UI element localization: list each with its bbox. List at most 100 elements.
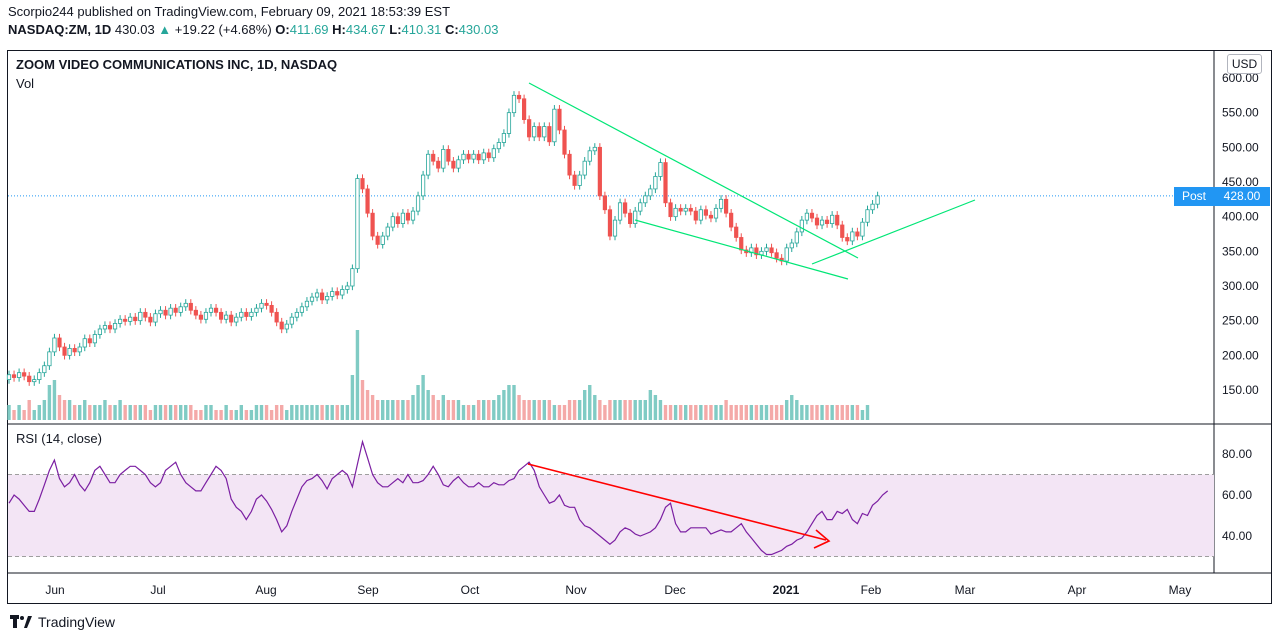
price-tick-label: 550.00 xyxy=(1222,106,1259,120)
candle-body xyxy=(804,212,810,221)
volume-bar xyxy=(219,410,223,420)
candle xyxy=(653,172,658,194)
candle-body xyxy=(698,209,703,221)
candle-body xyxy=(415,195,421,212)
candle-body xyxy=(234,316,239,323)
volume-bar xyxy=(168,405,173,420)
volume-bar xyxy=(785,400,789,420)
candle xyxy=(648,184,653,201)
time-tick-label: Mar xyxy=(955,583,976,597)
candle xyxy=(804,209,810,225)
candle xyxy=(218,308,224,324)
volume-bar xyxy=(7,405,11,420)
candle xyxy=(294,308,299,322)
candle-body xyxy=(264,302,269,306)
volume-bar xyxy=(865,405,870,420)
volume-bar xyxy=(239,405,243,420)
rsi-line xyxy=(8,439,889,556)
close-value: 430.03 xyxy=(458,22,499,37)
candle-body xyxy=(395,216,400,225)
low-label: L: xyxy=(389,22,402,37)
candle-body xyxy=(335,291,340,296)
candle-body xyxy=(249,311,254,317)
candle xyxy=(97,324,102,339)
candle xyxy=(875,191,880,209)
wedge-lower-trendline xyxy=(634,219,849,280)
candle-body xyxy=(284,323,289,330)
candle xyxy=(855,227,860,241)
candle xyxy=(112,319,118,334)
candle xyxy=(410,206,416,225)
candle xyxy=(764,243,769,256)
candle xyxy=(299,302,305,317)
price-tick-label: 600.00 xyxy=(1222,71,1259,85)
candle xyxy=(395,212,400,228)
currency-button[interactable]: USD xyxy=(1227,54,1262,74)
volume-bar xyxy=(835,405,839,420)
candle xyxy=(638,198,643,216)
candle xyxy=(683,204,688,216)
candle-body xyxy=(355,178,360,270)
candle-body xyxy=(67,347,72,356)
volume-bar xyxy=(461,405,466,420)
candle xyxy=(52,333,57,357)
candle-body xyxy=(118,318,123,324)
candle-body xyxy=(360,178,365,190)
candle-body xyxy=(390,216,395,228)
candle xyxy=(309,292,315,306)
candle xyxy=(244,308,249,321)
volume-bar xyxy=(764,405,769,420)
candle xyxy=(724,195,729,218)
footer-brand[interactable]: TradingView xyxy=(10,614,115,630)
candle xyxy=(436,157,441,173)
candle xyxy=(456,155,461,173)
candle-body xyxy=(112,323,118,330)
candle-body xyxy=(208,307,214,313)
volume-bar xyxy=(17,405,21,420)
candle xyxy=(501,129,507,147)
volume-bar xyxy=(830,405,834,420)
candle-body xyxy=(274,311,279,323)
candle xyxy=(496,138,501,153)
candle xyxy=(441,145,446,173)
volume-bar xyxy=(653,395,658,420)
candle xyxy=(128,313,133,326)
volume-bar xyxy=(572,400,577,420)
volume-bar xyxy=(577,400,582,420)
candle xyxy=(602,191,608,214)
candle xyxy=(597,143,602,201)
post-price-label: 428.00 xyxy=(1214,187,1270,206)
candle xyxy=(420,170,426,201)
candle xyxy=(522,94,527,124)
candle xyxy=(668,198,673,221)
candle-body xyxy=(446,149,451,162)
candle xyxy=(208,304,214,317)
candle xyxy=(67,344,72,360)
volume-bar xyxy=(396,400,400,420)
candle xyxy=(703,205,709,220)
candle-body xyxy=(133,316,138,322)
candle xyxy=(340,285,345,300)
candle xyxy=(168,304,173,320)
candle-body xyxy=(638,202,643,212)
candle xyxy=(107,321,113,334)
change-up-arrow-icon: ▲ xyxy=(158,22,172,37)
candle xyxy=(264,299,269,310)
volume-bar xyxy=(300,405,304,420)
candle xyxy=(123,315,128,326)
candle xyxy=(42,361,47,377)
candle-body xyxy=(400,212,406,224)
volume-bar xyxy=(840,405,844,420)
price-tick-label: 250.00 xyxy=(1222,314,1259,328)
chart-frame[interactable] xyxy=(7,50,1272,604)
volume-bar xyxy=(103,400,107,420)
candle xyxy=(173,304,178,317)
candle-body xyxy=(456,159,461,169)
tradingview-logo-icon xyxy=(10,615,32,628)
candle xyxy=(628,209,633,228)
time-tick-label: 2021 xyxy=(773,583,800,597)
volume-label: Vol xyxy=(16,76,35,91)
candle-body xyxy=(319,292,325,301)
candle xyxy=(739,233,744,255)
